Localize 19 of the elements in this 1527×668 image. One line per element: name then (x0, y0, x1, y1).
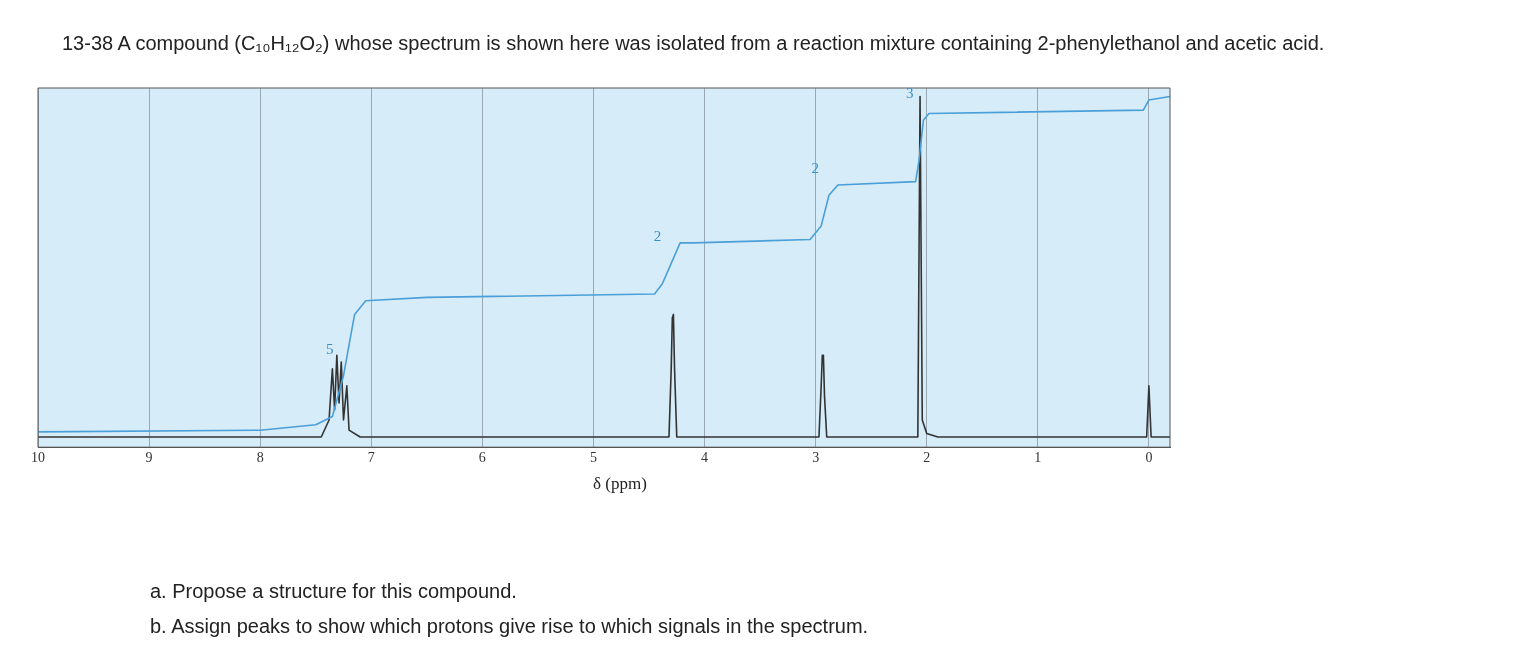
x-tick-label: 9 (145, 450, 153, 466)
x-tick-label: 8 (256, 450, 264, 466)
x-tick-label: 4 (701, 450, 709, 466)
text: b. Assign peaks to show which protons give rise to which signals in the spectrum. (150, 614, 869, 639)
x-axis-title: δ (ppm) (592, 474, 648, 494)
x-tick-label: 10 (31, 450, 45, 466)
x-tick-label: 2 (923, 450, 931, 466)
x-tick-label: 1 (1034, 450, 1042, 466)
text: a. Propose a structure for this compound. (150, 579, 518, 604)
x-tick-label: 6 (478, 450, 486, 466)
x-tick-label: 7 (367, 450, 375, 466)
chart-title: 13-38 A compound (C₁₀H₁₂O₂) whose spectrum is shown here was isolated from a reaction mixture containing 2-phenylethanol and acetic acid. (62, 31, 1326, 56)
x-tick-label: 0 (1145, 450, 1153, 466)
annotation: 2 (653, 228, 662, 245)
annotation: 5 (326, 340, 334, 357)
annotation: 2 (811, 160, 819, 177)
x-tick-label: 3 (812, 450, 820, 466)
annotation: 3 (905, 85, 914, 102)
x-tick-label: 5 (589, 450, 597, 466)
